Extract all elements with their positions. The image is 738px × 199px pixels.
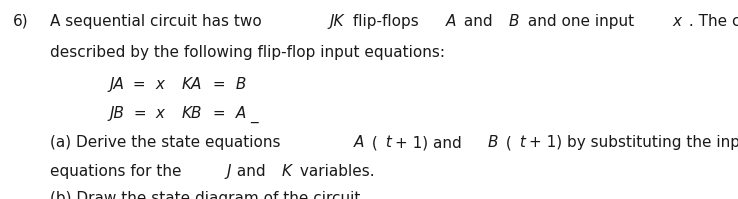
Text: B: B [509, 14, 520, 29]
Text: . The circuit is: . The circuit is [684, 14, 738, 29]
Text: J: J [226, 164, 231, 179]
Text: JB: JB [109, 106, 124, 121]
Text: (a) Derive the state equations: (a) Derive the state equations [50, 135, 286, 150]
Text: and: and [232, 164, 270, 179]
Text: _: _ [250, 108, 258, 123]
Text: equations for the: equations for the [50, 164, 187, 179]
Text: B: B [231, 77, 246, 92]
Text: t: t [381, 135, 392, 150]
Text: and: and [459, 14, 498, 29]
Text: KA: KA [182, 77, 202, 92]
Text: + 1) and: + 1) and [395, 135, 467, 150]
Text: A: A [231, 106, 246, 121]
Text: x: x [672, 14, 681, 29]
Text: JK: JK [330, 14, 344, 29]
Text: =: = [128, 106, 146, 121]
Text: B: B [488, 135, 498, 150]
Text: + 1) by substituting the input: + 1) by substituting the input [529, 135, 738, 150]
Text: 6): 6) [13, 14, 29, 29]
Text: =: = [128, 77, 146, 92]
Text: described by the following flip-flop input equations:: described by the following flip-flop inp… [50, 45, 445, 60]
Text: (: ( [501, 135, 512, 150]
Text: t: t [515, 135, 526, 150]
Text: x: x [151, 106, 165, 121]
Text: A: A [354, 135, 365, 150]
Text: flip-flops: flip-flops [348, 14, 424, 29]
Text: (: ( [368, 135, 378, 150]
Text: JA: JA [109, 77, 124, 92]
Text: x: x [151, 77, 165, 92]
Text: K: K [282, 164, 292, 179]
Text: and one input: and one input [523, 14, 638, 29]
Text: =: = [208, 77, 226, 92]
Text: =: = [208, 106, 226, 121]
Text: A sequential circuit has two: A sequential circuit has two [50, 14, 267, 29]
Text: A: A [446, 14, 456, 29]
Text: variables.: variables. [294, 164, 374, 179]
Text: (b) Draw the state diagram of the circuit.: (b) Draw the state diagram of the circui… [50, 191, 365, 199]
Text: KB: KB [182, 106, 202, 121]
